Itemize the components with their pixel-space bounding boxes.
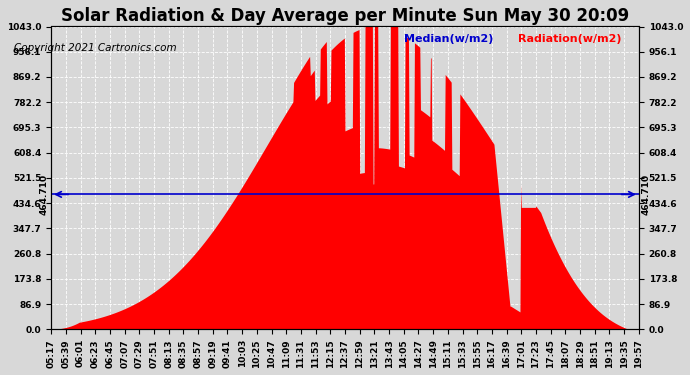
Text: 464.710: 464.710 [39, 174, 48, 215]
Text: Radiation(w/m2): Radiation(w/m2) [518, 34, 622, 44]
Text: 464.710: 464.710 [642, 174, 651, 215]
Text: Median(w/m2): Median(w/m2) [404, 34, 493, 44]
Text: Copyright 2021 Cartronics.com: Copyright 2021 Cartronics.com [14, 43, 177, 53]
Title: Solar Radiation & Day Average per Minute Sun May 30 20:09: Solar Radiation & Day Average per Minute… [61, 7, 629, 25]
